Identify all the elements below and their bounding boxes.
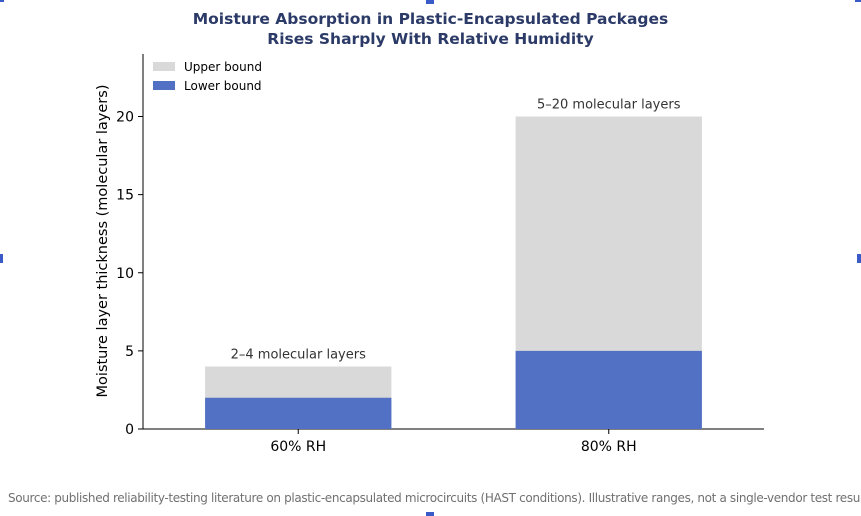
bar-range-label: 5–20 molecular layers — [537, 98, 681, 113]
y-tick-label: 10 — [116, 266, 134, 282]
x-tick-label: 60% RH — [270, 439, 326, 455]
legend-label: Lower bound — [184, 79, 262, 93]
chart-title-line-1: Moisture Absorption in Plastic-Encapsula… — [192, 10, 669, 28]
frame-marker-top-right — [855, 0, 861, 2]
bar-lower-bound — [205, 397, 392, 429]
y-tick-label: 20 — [116, 110, 134, 126]
y-tick-label: 5 — [125, 344, 134, 360]
y-tick-label: 0 — [125, 422, 134, 438]
frame-marker-top-left — [0, 0, 4, 2]
bar-range-label: 2–4 molecular layers — [231, 348, 366, 363]
frame-marker-right-middle — [857, 254, 861, 263]
chart-area: 0 5 10 15 20 Moisture layer thickness (molecu… — [95, 54, 764, 455]
chart-title-line-2: Rises Sharply With Relative Humidity — [267, 30, 594, 48]
y-tick-label: 15 — [116, 188, 134, 204]
legend-swatch — [153, 62, 175, 71]
legend-label: Upper bound — [184, 60, 262, 74]
frame-marker-left-middle — [0, 254, 3, 263]
frame-marker-top-center — [426, 0, 434, 4]
x-tick-label: 80% RH — [581, 439, 637, 455]
source-note: Source: published reliability-testing li… — [8, 491, 861, 505]
y-axis-label: Moisture layer thickness (molecular laye… — [95, 85, 111, 398]
frame-marker-bottom-center — [426, 512, 434, 516]
legend-swatch — [153, 81, 175, 90]
bar-lower-bound — [515, 350, 702, 429]
